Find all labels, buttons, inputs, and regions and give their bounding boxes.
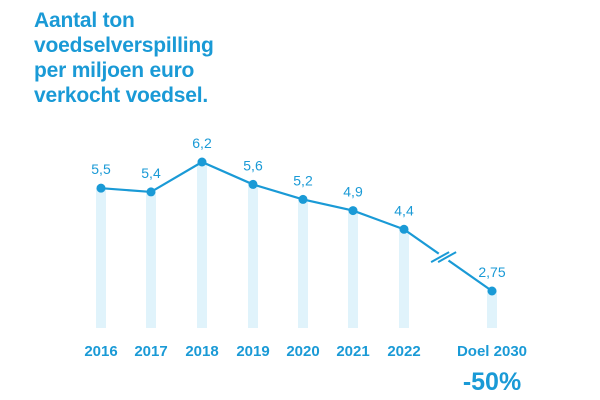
value-label: 4,4 <box>394 202 414 218</box>
bar-2017 <box>146 191 156 328</box>
axis-break-slash <box>430 251 450 263</box>
data-point <box>146 187 156 197</box>
data-point <box>399 224 409 234</box>
bar-2022 <box>399 229 409 328</box>
value-label: 4,9 <box>343 184 363 200</box>
value-label: 2,75 <box>478 264 505 280</box>
target-change-label: -50% <box>463 368 521 396</box>
data-point <box>298 194 308 204</box>
tick-label: 2022 <box>387 343 420 360</box>
tick-label: Doel 2030 <box>457 343 527 360</box>
bar-2021 <box>348 210 358 328</box>
title-line-4: verkocht voedsel. <box>34 84 209 107</box>
title-line-3: per miljoen euro <box>34 59 195 82</box>
value-labels: 5,5 5,4 6,2 5,6 5,2 4,9 4,4 2,75 <box>91 135 506 280</box>
data-point <box>248 179 258 189</box>
data-point <box>348 206 358 216</box>
series-line <box>100 160 493 292</box>
data-point <box>197 157 207 167</box>
data-points <box>96 157 497 296</box>
bar-2018 <box>197 162 207 328</box>
bar-doel-2030 <box>487 291 497 328</box>
axis-break-marker <box>430 251 457 264</box>
value-label: 6,2 <box>192 135 212 151</box>
tick-label: 2020 <box>286 343 319 360</box>
tick-label: 2021 <box>336 343 369 360</box>
x-tick-labels: 2016 2017 2018 2019 2020 2021 2022 Doel 2030 <box>84 343 527 360</box>
tick-label: 2017 <box>134 343 167 360</box>
chart-title: Aantal ton voedselverspilling per miljoe… <box>34 8 214 108</box>
value-label: 5,4 <box>141 165 161 181</box>
title-line-1: Aantal ton <box>34 9 135 32</box>
background-bars <box>96 162 497 328</box>
bar-2019 <box>248 184 258 328</box>
bar-2020 <box>298 199 308 328</box>
value-label: 5,2 <box>293 172 313 188</box>
bar-2016 <box>96 188 106 328</box>
data-point <box>96 183 106 193</box>
axis-break-slash <box>437 251 457 263</box>
value-label: 5,6 <box>243 157 263 173</box>
tick-label: 2016 <box>84 343 117 360</box>
title-line-2: voedselverspilling <box>34 34 214 57</box>
data-point <box>487 286 497 296</box>
tick-label: 2018 <box>185 343 218 360</box>
value-label: 5,5 <box>91 161 111 177</box>
tick-label: 2019 <box>236 343 269 360</box>
